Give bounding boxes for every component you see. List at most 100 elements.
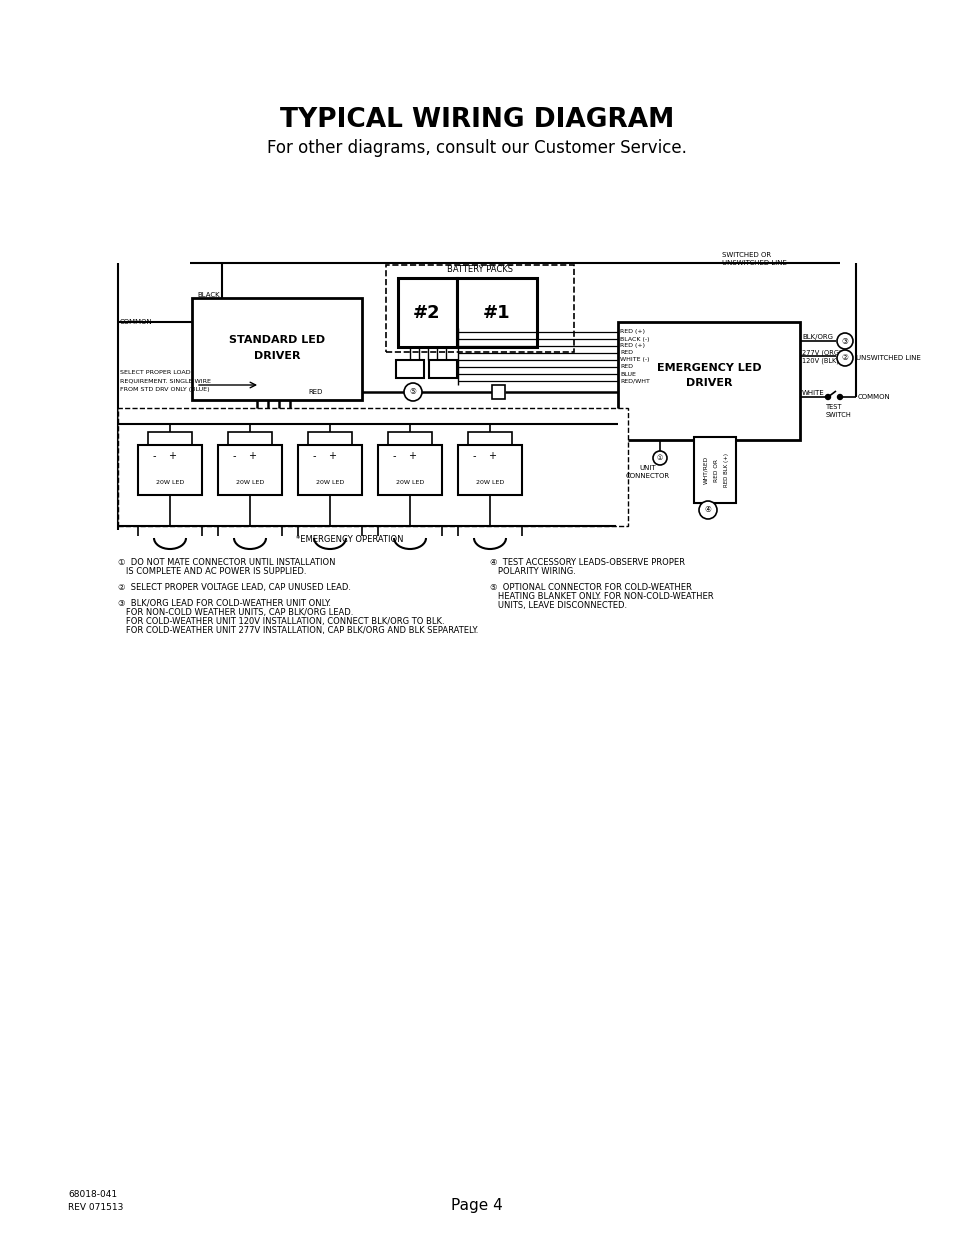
Bar	[192, 298, 361, 400]
Text: RED: RED	[308, 389, 322, 395]
Text: 20W LED: 20W LED	[395, 480, 424, 485]
Text: REQUIREMENT. SINGLE WIRE: REQUIREMENT. SINGLE WIRE	[120, 378, 211, 384]
Bar	[377, 445, 441, 495]
Text: RED (+): RED (+)	[619, 330, 644, 335]
Text: +: +	[248, 451, 255, 461]
Bar	[148, 432, 192, 445]
Bar	[138, 445, 202, 495]
Text: 277V (ORG): 277V (ORG)	[801, 350, 841, 356]
Text: WHITE (-): WHITE (-)	[619, 357, 649, 363]
Text: POLARITY WIRING.: POLARITY WIRING.	[490, 567, 576, 576]
Text: +: +	[488, 451, 496, 461]
Text: SWITCHED OR: SWITCHED OR	[721, 252, 770, 258]
Circle shape	[824, 394, 830, 399]
Text: UNSWITCHED LINE: UNSWITCHED LINE	[855, 354, 920, 361]
Text: +: +	[408, 451, 416, 461]
Text: STANDARD LED: STANDARD LED	[229, 335, 325, 345]
Circle shape	[836, 333, 852, 350]
Text: ①: ①	[657, 454, 662, 461]
Bar	[297, 445, 361, 495]
Text: -: -	[152, 451, 155, 461]
Text: ⑤  OPTIONAL CONNECTOR FOR COLD-WEATHER: ⑤ OPTIONAL CONNECTOR FOR COLD-WEATHER	[490, 583, 691, 592]
Text: TYPICAL WIRING DIAGRAM: TYPICAL WIRING DIAGRAM	[279, 107, 674, 133]
Bar	[429, 359, 456, 378]
Text: ③: ③	[841, 336, 847, 346]
Text: SWITCH: SWITCH	[825, 412, 851, 417]
Text: UNSWITCHED LINE: UNSWITCHED LINE	[721, 261, 786, 266]
Text: -: -	[472, 451, 476, 461]
Text: SELECT PROPER LOAD: SELECT PROPER LOAD	[120, 370, 191, 375]
Text: For other diagrams, consult our Customer Service.: For other diagrams, consult our Customer…	[267, 140, 686, 157]
Text: BLACK (-): BLACK (-)	[619, 336, 649, 342]
Text: DRIVER: DRIVER	[253, 351, 300, 361]
Bar	[397, 278, 456, 347]
Circle shape	[836, 350, 852, 366]
Text: RED OR: RED OR	[714, 458, 719, 482]
Bar	[468, 432, 512, 445]
Text: RED: RED	[619, 351, 633, 356]
Text: Page 4: Page 4	[451, 1198, 502, 1213]
Text: ③  BLK/ORG LEAD FOR COLD-WEATHER UNIT ONLY.: ③ BLK/ORG LEAD FOR COLD-WEATHER UNIT ONL…	[118, 599, 331, 608]
Text: 20W LED: 20W LED	[315, 480, 344, 485]
Text: ⑤: ⑤	[409, 388, 416, 396]
Text: DRIVER: DRIVER	[685, 378, 732, 388]
Text: #1: #1	[482, 304, 510, 322]
Bar	[456, 278, 537, 347]
Bar	[693, 437, 735, 503]
Text: FOR COLD-WEATHER UNIT 120V INSTALLATION, CONNECT BLK/ORG TO BLK.: FOR COLD-WEATHER UNIT 120V INSTALLATION,…	[118, 618, 444, 626]
Text: RED BLK (+): RED BLK (+)	[723, 453, 729, 487]
Bar	[386, 266, 574, 352]
Bar	[228, 432, 272, 445]
Bar	[492, 385, 504, 399]
Text: ②  SELECT PROPER VOLTAGE LEAD, CAP UNUSED LEAD.: ② SELECT PROPER VOLTAGE LEAD, CAP UNUSED…	[118, 583, 351, 592]
Circle shape	[699, 501, 717, 519]
Text: RED (+): RED (+)	[619, 343, 644, 348]
Circle shape	[403, 383, 421, 401]
Text: ④: ④	[704, 505, 711, 515]
Text: TEST: TEST	[825, 404, 841, 410]
Bar	[388, 432, 432, 445]
Text: -: -	[232, 451, 235, 461]
Bar	[395, 359, 423, 378]
Bar	[308, 432, 352, 445]
Text: BLACK: BLACK	[196, 291, 219, 298]
Text: BLUE: BLUE	[619, 372, 636, 377]
Text: COMMON: COMMON	[857, 394, 890, 400]
Bar	[218, 445, 282, 495]
Text: 20W LED: 20W LED	[155, 480, 184, 485]
Text: FOR COLD-WEATHER UNIT 277V INSTALLATION, CAP BLK/ORG AND BLK SEPARATELY.: FOR COLD-WEATHER UNIT 277V INSTALLATION,…	[118, 626, 477, 635]
Text: IS COMPLETE AND AC POWER IS SUPPLIED.: IS COMPLETE AND AC POWER IS SUPPLIED.	[118, 567, 306, 576]
Text: BLK/ORG: BLK/ORG	[801, 333, 832, 340]
Text: -: -	[312, 451, 315, 461]
Text: UNITS, LEAVE DISCONNECTED.: UNITS, LEAVE DISCONNECTED.	[490, 601, 626, 610]
Text: -: -	[392, 451, 395, 461]
Text: WHITE: WHITE	[801, 390, 824, 396]
Bar	[618, 322, 800, 440]
Text: WHT/RED: WHT/RED	[702, 456, 708, 484]
Text: COMMON: COMMON	[120, 319, 152, 325]
Text: EMERGENCY LED: EMERGENCY LED	[656, 363, 760, 373]
Text: RED/WHT: RED/WHT	[619, 378, 649, 384]
Text: ④  TEST ACCESSORY LEADS-OBSERVE PROPER: ④ TEST ACCESSORY LEADS-OBSERVE PROPER	[490, 558, 684, 567]
Text: *EMERGENCY OPERATION: *EMERGENCY OPERATION	[296, 536, 403, 545]
Text: +: +	[168, 451, 175, 461]
Text: RED: RED	[619, 364, 633, 369]
Text: +: +	[328, 451, 335, 461]
Text: CONNECTOR: CONNECTOR	[625, 473, 669, 479]
Text: 20W LED: 20W LED	[235, 480, 264, 485]
Text: 20W LED: 20W LED	[476, 480, 503, 485]
Text: ①  DO NOT MATE CONNECTOR UNTIL INSTALLATION: ① DO NOT MATE CONNECTOR UNTIL INSTALLATI…	[118, 558, 335, 567]
Circle shape	[837, 394, 841, 399]
Text: HEATING BLANKET ONLY. FOR NON-COLD-WEATHER: HEATING BLANKET ONLY. FOR NON-COLD-WEATH…	[490, 592, 713, 601]
Text: BATTERY PACKS: BATTERY PACKS	[447, 266, 513, 274]
Text: UNIT: UNIT	[639, 466, 656, 471]
Text: ②: ②	[841, 353, 847, 363]
Circle shape	[652, 451, 666, 466]
Text: FROM STD DRV ONLY (BLUE): FROM STD DRV ONLY (BLUE)	[120, 387, 210, 391]
Text: 68018-041
REV 071513: 68018-041 REV 071513	[68, 1191, 123, 1213]
Text: #2: #2	[413, 304, 440, 322]
Text: 120V (BLK): 120V (BLK)	[801, 358, 838, 364]
Text: FOR NON-COLD WEATHER UNITS, CAP BLK/ORG LEAD.: FOR NON-COLD WEATHER UNITS, CAP BLK/ORG …	[118, 608, 353, 618]
Bar	[118, 408, 627, 526]
Bar	[457, 445, 521, 495]
